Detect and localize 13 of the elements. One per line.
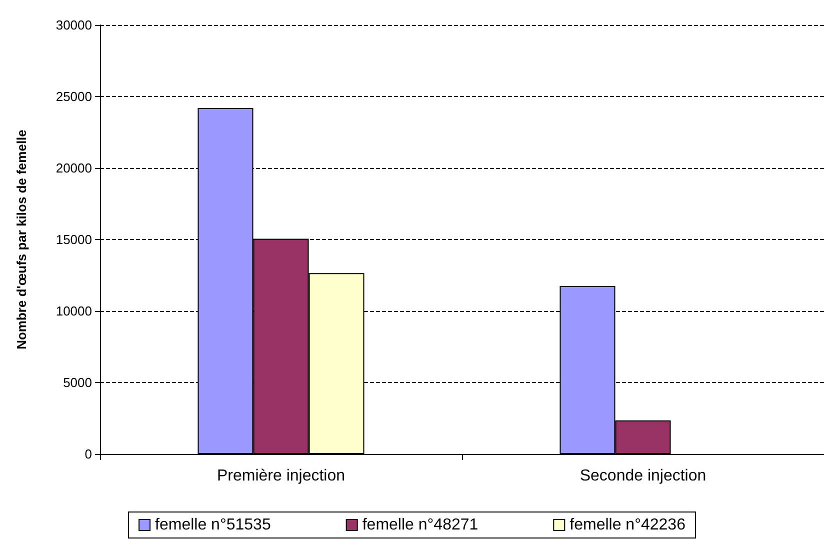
y-tick-label: 10000 bbox=[56, 304, 92, 318]
legend-label: femelle n°48271 bbox=[362, 516, 478, 534]
legend-label: femelle n°51535 bbox=[155, 516, 271, 534]
y-tick-label: 15000 bbox=[56, 232, 92, 247]
y-tick-label: 5000 bbox=[63, 375, 92, 390]
y-tick-label: 0 bbox=[84, 446, 92, 462]
y-tick-label: 20000 bbox=[56, 160, 92, 176]
y-tick-label: 25000 bbox=[56, 89, 92, 104]
y-axis-title: Nombre d'œufs par kilos de femelle bbox=[14, 130, 29, 350]
legend-label: femelle n°42236 bbox=[570, 516, 686, 534]
x-tick-label: Première injection bbox=[216, 468, 346, 484]
x-tick-label: Seconde injection bbox=[580, 468, 706, 484]
y-tick-label: 30000 bbox=[56, 18, 92, 32]
